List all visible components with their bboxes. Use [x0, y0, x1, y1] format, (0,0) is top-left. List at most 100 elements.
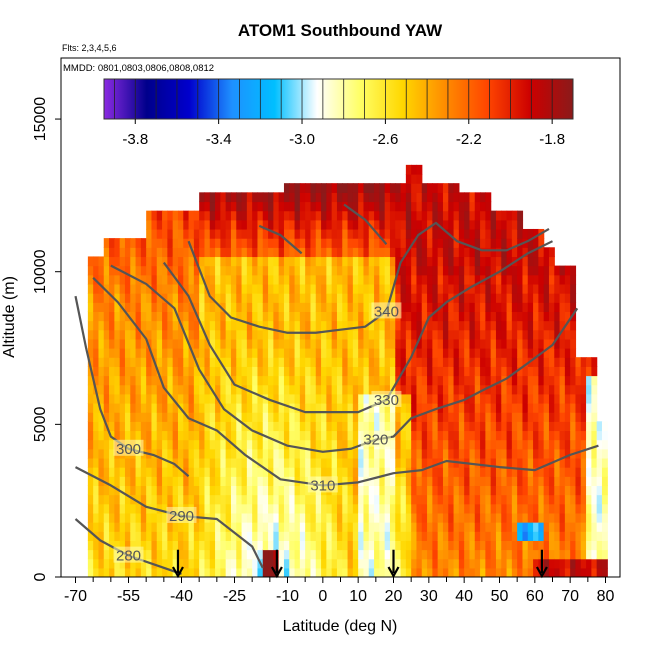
heatmap-cell	[299, 274, 306, 285]
heatmap-cell	[246, 210, 253, 221]
heatmap-cell	[464, 402, 471, 413]
heatmap-cell	[331, 457, 338, 468]
heatmap-cell	[273, 421, 280, 432]
heatmap-cell	[252, 247, 259, 258]
heatmap-cell	[389, 531, 396, 541]
heatmap-cell	[172, 439, 179, 450]
heatmap-cell	[93, 467, 100, 477]
heatmap-cell	[162, 247, 168, 258]
heatmap-cell	[225, 256, 232, 267]
heatmap-cell	[230, 540, 237, 551]
heatmap-cell	[119, 274, 126, 285]
heatmap-cell	[209, 192, 216, 203]
heatmap-cell	[93, 256, 100, 267]
heatmap-cell	[252, 375, 259, 386]
heatmap-cell	[246, 467, 253, 477]
heatmap-cell	[172, 393, 179, 404]
heatmap-cell	[93, 476, 100, 487]
heatmap-cell	[548, 503, 555, 514]
heatmap-cell	[167, 302, 174, 312]
heatmap-cell	[172, 375, 179, 386]
heatmap-cell	[315, 247, 322, 258]
heatmap-cell	[305, 247, 312, 258]
heatmap-cell	[326, 256, 333, 267]
heatmap-cell	[209, 265, 216, 276]
heatmap-cell	[453, 338, 460, 349]
heatmap-cell	[543, 421, 550, 432]
heatmap-cell	[506, 329, 513, 340]
heatmap-cell	[517, 329, 524, 340]
heatmap-cell	[310, 348, 317, 358]
heatmap-cell	[458, 512, 465, 523]
heatmap-cell	[405, 476, 412, 487]
heatmap-cell	[427, 366, 433, 377]
heatmap-cell	[342, 283, 349, 294]
heatmap-cell	[177, 238, 184, 248]
heatmap-cell	[379, 402, 386, 413]
heatmap-cell	[199, 448, 206, 459]
heatmap-cell	[156, 531, 163, 541]
heatmap-cell	[575, 512, 582, 523]
heatmap-cell	[554, 293, 561, 303]
heatmap-cell	[559, 558, 566, 569]
heatmap-cell	[241, 219, 248, 230]
heatmap-cell	[135, 494, 142, 505]
heatmap-cell	[220, 531, 227, 541]
heatmap-cell	[501, 265, 508, 276]
heatmap-cell	[458, 247, 465, 258]
heatmap-cell	[548, 247, 555, 258]
heatmap-cell	[188, 485, 195, 496]
heatmap-cell	[448, 274, 455, 285]
heatmap-cell	[559, 274, 566, 285]
heatmap-cell	[140, 494, 147, 505]
heatmap-cell	[146, 549, 153, 560]
heatmap-cell	[368, 494, 375, 505]
heatmap-cell	[204, 366, 211, 377]
heatmap-cell	[146, 402, 153, 413]
heatmap-cell	[580, 549, 587, 560]
heatmap-cell	[575, 384, 582, 395]
heatmap-cell	[432, 201, 439, 212]
heatmap-cell	[342, 265, 349, 276]
heatmap-cell	[533, 412, 539, 422]
heatmap-cell	[140, 247, 147, 258]
heatmap-cell	[193, 457, 200, 468]
heatmap-cell	[315, 402, 322, 413]
heatmap-cell	[119, 393, 126, 404]
heatmap-cell	[156, 228, 163, 239]
heatmap-cell	[151, 412, 158, 422]
heatmap-cell	[490, 448, 497, 459]
heatmap-cell	[427, 531, 433, 541]
heatmap-cell	[347, 531, 354, 541]
heatmap-cell	[204, 567, 211, 577]
heatmap-cell	[538, 402, 545, 413]
heatmap-cell	[305, 302, 312, 312]
heatmap-cell	[368, 329, 375, 340]
heatmap-cell	[464, 210, 471, 221]
heatmap-cell	[427, 274, 433, 285]
heatmap-cell	[342, 311, 349, 322]
heatmap-cell	[374, 384, 380, 395]
heatmap-cell	[135, 558, 142, 569]
heatmap-cell	[495, 366, 502, 377]
heatmap-cell	[395, 384, 402, 395]
heatmap-cell	[252, 522, 259, 532]
heatmap-cell	[363, 421, 370, 432]
heatmap-cell	[336, 302, 343, 312]
heatmap-cell	[299, 366, 306, 377]
heatmap-cell	[124, 283, 131, 294]
heatmap-cell	[548, 549, 555, 560]
heatmap-cell	[469, 320, 476, 331]
heatmap-cell	[204, 494, 211, 505]
heatmap-cell	[294, 366, 301, 377]
heatmap-cell	[283, 494, 290, 505]
heatmap-cell	[209, 366, 216, 377]
heatmap-cell	[453, 421, 460, 432]
heatmap-cell	[124, 485, 131, 496]
heatmap-cell	[204, 439, 211, 450]
heatmap-cell	[495, 485, 502, 496]
heatmap-cell	[98, 494, 105, 505]
heatmap-cell	[98, 430, 105, 441]
heatmap-cell	[326, 210, 333, 221]
heatmap-cell	[204, 412, 211, 422]
